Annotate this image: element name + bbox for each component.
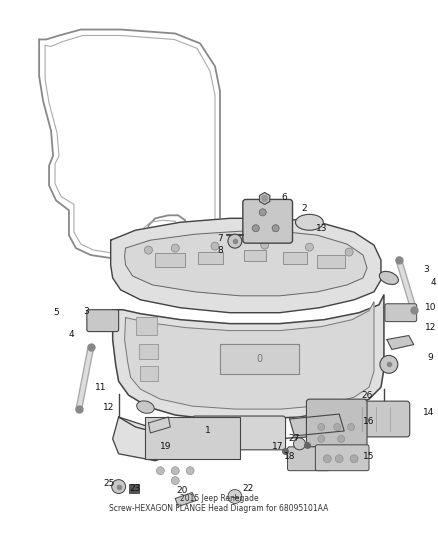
Circle shape bbox=[348, 424, 355, 431]
Text: 25: 25 bbox=[103, 479, 114, 488]
Polygon shape bbox=[111, 219, 381, 313]
Circle shape bbox=[350, 455, 358, 463]
FancyBboxPatch shape bbox=[287, 447, 329, 471]
FancyBboxPatch shape bbox=[87, 310, 119, 332]
Circle shape bbox=[318, 435, 325, 442]
Circle shape bbox=[323, 455, 331, 463]
Bar bbox=[145, 417, 240, 459]
Circle shape bbox=[380, 356, 398, 373]
Polygon shape bbox=[124, 302, 374, 409]
Text: 22: 22 bbox=[242, 484, 254, 493]
Bar bbox=[141, 366, 159, 381]
Circle shape bbox=[334, 424, 341, 431]
Text: 2015 Jeep Renegade
Screw-HEXAGON FLANGE Head Diagram for 68095101AA: 2015 Jeep Renegade Screw-HEXAGON FLANGE … bbox=[110, 494, 328, 513]
Polygon shape bbox=[260, 192, 270, 204]
Text: 7: 7 bbox=[217, 233, 223, 243]
Circle shape bbox=[211, 242, 219, 250]
Text: 18: 18 bbox=[284, 453, 295, 461]
Polygon shape bbox=[113, 295, 384, 419]
Text: 11: 11 bbox=[95, 383, 106, 392]
Circle shape bbox=[171, 477, 179, 484]
Text: 6: 6 bbox=[282, 193, 287, 202]
FancyBboxPatch shape bbox=[315, 445, 369, 471]
Polygon shape bbox=[290, 414, 344, 436]
Circle shape bbox=[338, 435, 345, 442]
Circle shape bbox=[171, 244, 179, 252]
Circle shape bbox=[228, 234, 242, 248]
Bar bbox=[155, 253, 185, 267]
Circle shape bbox=[262, 196, 268, 201]
Polygon shape bbox=[387, 336, 414, 350]
Ellipse shape bbox=[137, 401, 154, 413]
Text: 4: 4 bbox=[431, 278, 436, 287]
Polygon shape bbox=[148, 417, 170, 433]
Text: 23: 23 bbox=[130, 484, 141, 493]
Bar bbox=[283, 252, 307, 264]
Bar bbox=[138, 343, 159, 359]
Circle shape bbox=[335, 455, 343, 463]
Circle shape bbox=[112, 480, 126, 494]
Text: 15: 15 bbox=[363, 453, 375, 461]
Circle shape bbox=[171, 467, 179, 475]
Circle shape bbox=[305, 243, 313, 251]
FancyBboxPatch shape bbox=[243, 199, 293, 243]
Text: 3: 3 bbox=[424, 265, 430, 274]
Bar bbox=[244, 250, 266, 261]
Circle shape bbox=[145, 246, 152, 254]
Text: 3: 3 bbox=[83, 307, 89, 316]
Text: 4: 4 bbox=[68, 330, 74, 339]
FancyBboxPatch shape bbox=[307, 399, 367, 447]
Polygon shape bbox=[124, 231, 367, 296]
Text: 20: 20 bbox=[177, 486, 188, 495]
Circle shape bbox=[318, 424, 325, 431]
Polygon shape bbox=[175, 492, 196, 506]
Text: 13: 13 bbox=[315, 224, 327, 233]
Circle shape bbox=[293, 438, 305, 450]
Circle shape bbox=[186, 467, 194, 475]
Circle shape bbox=[272, 225, 279, 232]
Text: 8: 8 bbox=[217, 246, 223, 255]
Text: 5: 5 bbox=[53, 308, 59, 317]
Circle shape bbox=[228, 489, 242, 504]
FancyBboxPatch shape bbox=[192, 416, 286, 450]
Circle shape bbox=[261, 241, 268, 249]
Text: 14: 14 bbox=[423, 408, 434, 417]
Text: 2: 2 bbox=[302, 204, 307, 213]
Text: 10: 10 bbox=[425, 303, 436, 312]
Text: 12: 12 bbox=[103, 402, 114, 411]
Bar bbox=[135, 317, 157, 335]
Text: 27: 27 bbox=[289, 434, 300, 443]
Text: 9: 9 bbox=[428, 353, 434, 362]
Text: 19: 19 bbox=[159, 442, 171, 451]
Polygon shape bbox=[220, 344, 300, 374]
Text: 1: 1 bbox=[205, 426, 211, 435]
Circle shape bbox=[345, 248, 353, 256]
Bar bbox=[129, 483, 138, 492]
FancyBboxPatch shape bbox=[385, 304, 417, 321]
Bar bbox=[318, 255, 345, 268]
Circle shape bbox=[259, 209, 266, 216]
Text: 12: 12 bbox=[425, 323, 436, 332]
Ellipse shape bbox=[379, 271, 399, 285]
Ellipse shape bbox=[296, 214, 323, 230]
Text: 17: 17 bbox=[272, 442, 283, 451]
Text: 16: 16 bbox=[363, 416, 375, 425]
Circle shape bbox=[252, 225, 259, 232]
Text: 26: 26 bbox=[361, 391, 373, 400]
Text: 0: 0 bbox=[257, 354, 263, 365]
Circle shape bbox=[156, 467, 164, 475]
Polygon shape bbox=[113, 417, 200, 461]
Bar bbox=[198, 252, 223, 264]
FancyBboxPatch shape bbox=[354, 401, 410, 437]
